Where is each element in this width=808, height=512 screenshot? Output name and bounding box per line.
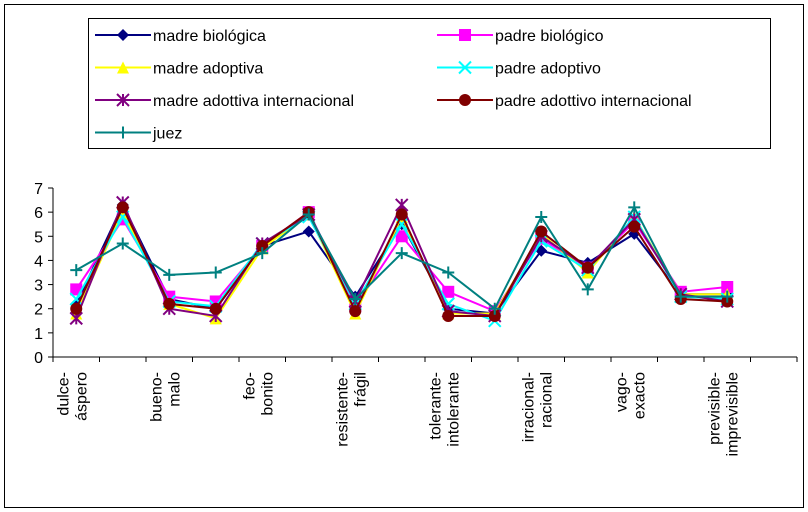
marker — [581, 261, 594, 274]
x-tick-label: feo-bonito — [241, 372, 276, 416]
y-tick-label: 7 — [34, 181, 43, 198]
x-tick-label: resistente-frágil — [334, 372, 369, 447]
marker — [674, 290, 687, 303]
label-line: feo- — [241, 372, 258, 400]
y-tick-label: 4 — [34, 253, 43, 270]
marker — [395, 217, 409, 231]
label-line: vago- — [613, 372, 630, 412]
label-line: previsible- — [706, 372, 723, 445]
x-tick-label: tolerante-intolerante — [427, 372, 462, 447]
marker — [395, 247, 408, 260]
label-line: frágil — [352, 372, 369, 407]
marker — [535, 210, 548, 223]
marker — [117, 126, 129, 139]
marker — [395, 208, 408, 221]
marker — [721, 280, 734, 293]
y-tick-label: 2 — [34, 302, 43, 319]
label-line: exacto — [631, 372, 648, 419]
marker — [117, 61, 129, 74]
marker — [256, 247, 269, 260]
marker — [302, 208, 315, 221]
marker — [458, 60, 472, 75]
marker — [116, 93, 130, 107]
marker — [442, 309, 455, 322]
marker — [488, 302, 501, 315]
marker — [488, 309, 501, 322]
legend-label: padre adottivo internacional — [495, 93, 692, 110]
y-tick-label: 0 — [34, 350, 43, 367]
legend-box — [88, 18, 771, 149]
marker — [209, 302, 222, 315]
label-line: racional — [538, 372, 555, 428]
marker — [581, 283, 594, 296]
marker — [209, 266, 222, 279]
marker — [721, 290, 734, 303]
x-tick-label: dulce-áspero — [55, 372, 90, 421]
label-line: resistente- — [334, 372, 351, 447]
marker — [116, 237, 129, 250]
marker — [459, 94, 471, 106]
label-line: imprevisible — [724, 372, 741, 457]
legend-label: padre biológico — [495, 28, 604, 45]
marker — [70, 302, 83, 315]
label-line: intolerante — [445, 372, 462, 447]
marker — [442, 285, 455, 298]
x-tick-label: vago-exacto — [613, 372, 648, 419]
legend-label: madre adottiva internacional — [153, 93, 354, 110]
label-line: bueno- — [148, 372, 165, 422]
marker — [256, 239, 269, 252]
marker — [628, 220, 641, 233]
y-tick-label: 3 — [34, 278, 43, 295]
marker — [535, 225, 548, 238]
marker — [70, 264, 83, 277]
marker — [163, 268, 176, 281]
label-line: dulce- — [55, 372, 72, 416]
label-line: tolerante- — [427, 372, 444, 440]
marker — [349, 305, 362, 318]
label-line: malo — [166, 372, 183, 407]
legend-label: juez — [152, 126, 182, 143]
y-tick-label: 6 — [34, 205, 43, 222]
marker — [117, 29, 129, 41]
x-tick-label: irracional-racional — [520, 372, 555, 442]
marker — [116, 201, 129, 214]
legend-label: padre adoptivo — [495, 61, 601, 78]
marker — [628, 201, 641, 214]
marker — [442, 266, 455, 279]
legend-label: madre biológica — [153, 28, 266, 45]
marker — [459, 29, 471, 41]
marker — [395, 230, 408, 243]
x-tick-label: previsible-imprevisible — [706, 372, 741, 457]
x-tick-label: bueno-malo — [148, 372, 183, 422]
y-tick-label: 5 — [34, 229, 43, 246]
legend-label: madre adoptiva — [153, 61, 263, 78]
marker — [349, 293, 362, 306]
label-line: áspero — [73, 372, 90, 421]
label-line: irracional- — [520, 372, 537, 442]
y-tick-label: 1 — [34, 326, 43, 343]
marker — [69, 292, 83, 306]
marker — [163, 297, 176, 310]
marker — [302, 225, 315, 238]
label-line: bonito — [259, 372, 276, 416]
